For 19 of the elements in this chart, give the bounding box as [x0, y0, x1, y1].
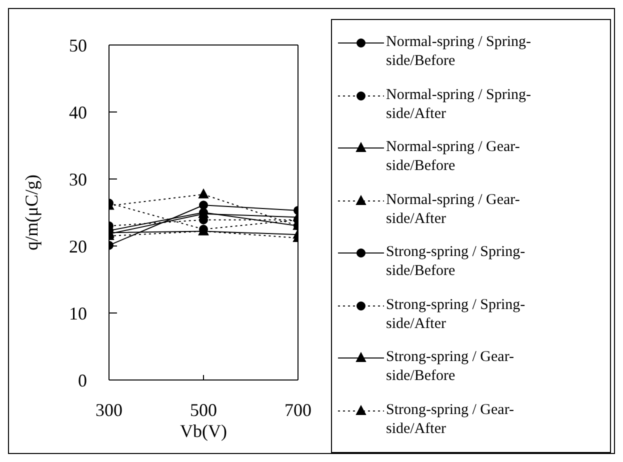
y-tick-label: 50 [69, 35, 87, 56]
legend-label: Normal-spring / Gear-side/Before [386, 138, 521, 176]
y-tick-label: 10 [69, 303, 87, 324]
x-tick-label: 700 [284, 400, 312, 420]
legend-label: Normal-spring / Gear-side/After [386, 190, 521, 229]
y-tick-label: 40 [69, 102, 87, 122]
x-axis-title: Vb(V) [180, 421, 227, 441]
y-tick-label: 0 [78, 370, 87, 390]
x-tick-label: 500 [190, 400, 217, 420]
legend-label: Strong-spring / Gear-side/Before [386, 348, 516, 386]
legend-label: Strong-spring / Gear-side/After [386, 400, 516, 439]
y-tick-label: 30 [69, 169, 87, 190]
y-tick-label: 20 [69, 236, 87, 256]
legend-label: Strong-spring / Spring-side/Before [386, 243, 526, 282]
y-axis-title: q/m(μC/g) [21, 174, 42, 250]
legend-label: Strong-spring / Spring-side/After [386, 296, 526, 334]
x-tick-label: 300 [96, 400, 122, 420]
legend-label: Normal-spring / Spring-side/After [386, 86, 532, 124]
legend-label: Normal-spring / Spring-side/Before [386, 33, 532, 72]
